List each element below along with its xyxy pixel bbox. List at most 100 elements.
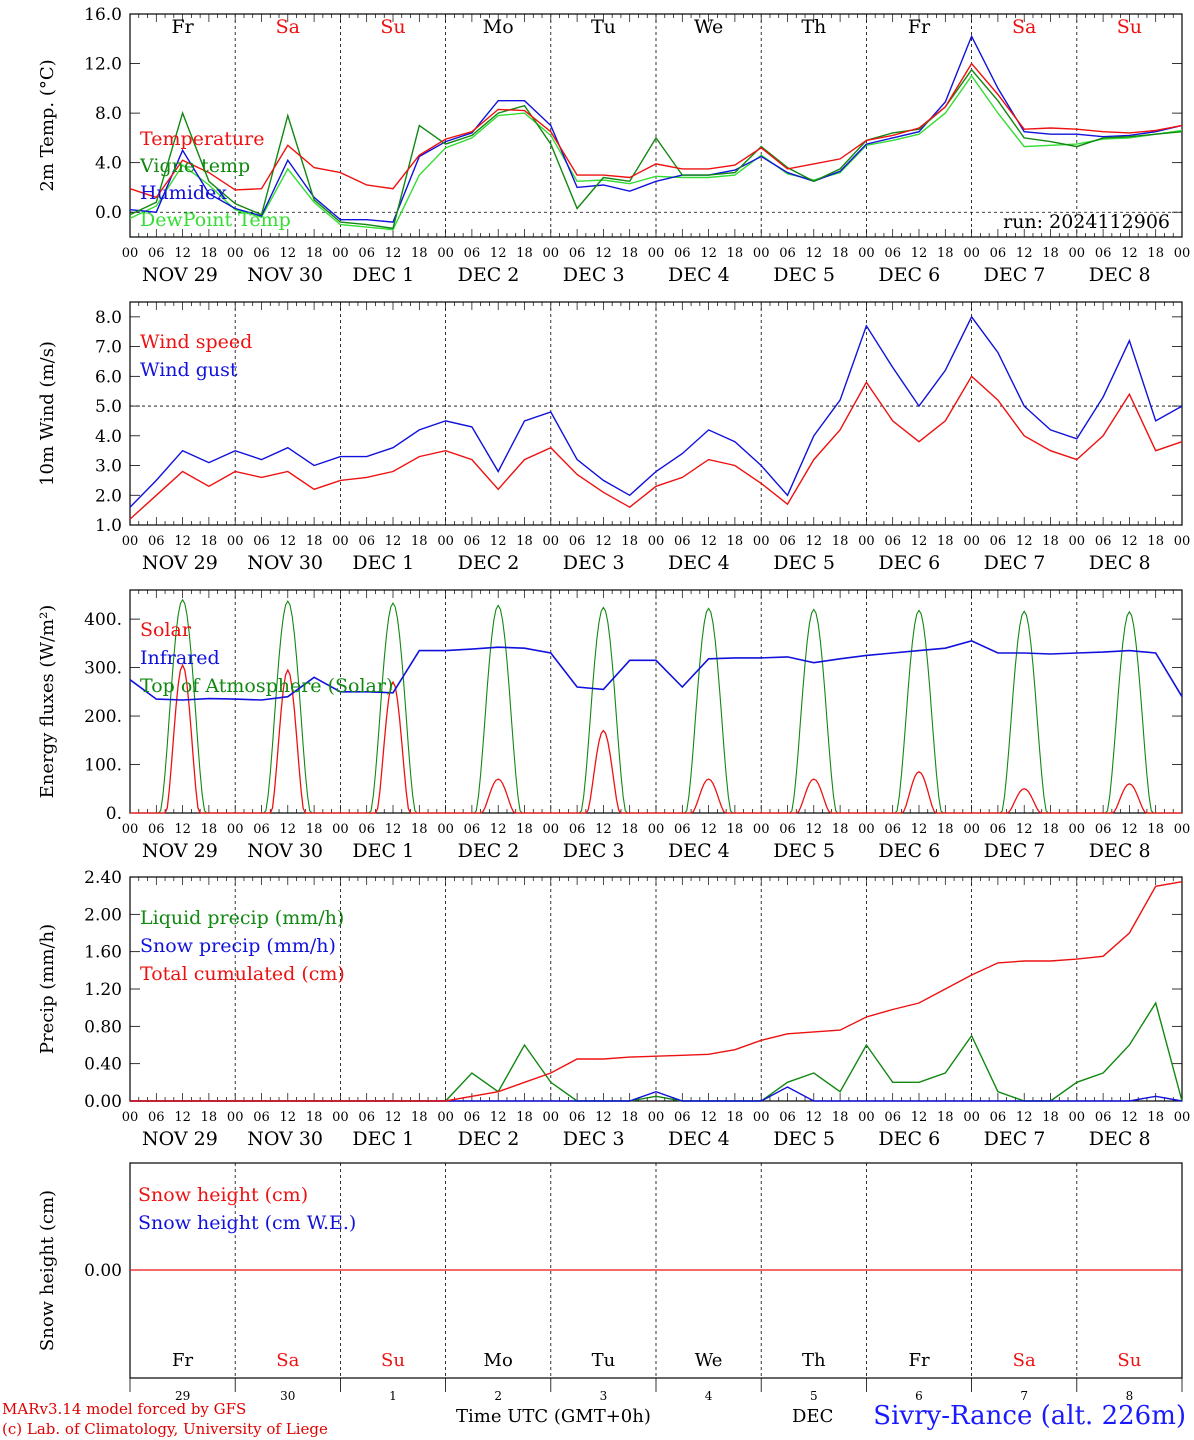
hour-tick-label: 00 [1069, 822, 1086, 837]
hour-tick-label: 18 [621, 246, 638, 261]
hour-tick-label: 12 [595, 1110, 612, 1125]
hour-tick-label: 12 [595, 822, 612, 837]
hour-tick-label: 06 [674, 1110, 691, 1125]
date-label: DEC 2 [458, 1128, 520, 1150]
y-tick-label: 0.00 [84, 1261, 122, 1281]
y-tick-label: 0.80 [84, 1017, 122, 1037]
hour-tick-label: 06 [674, 822, 691, 837]
hour-tick-label: 18 [201, 246, 218, 261]
weekday-label: We [694, 16, 723, 38]
y-tick-label: 100. [84, 756, 122, 776]
series-total-cumulated-cm- [130, 881, 1183, 1102]
hour-tick-label: 00 [543, 534, 560, 549]
weekday-label: We [695, 1350, 723, 1371]
legend-entry: Snow height (cm) [138, 1184, 308, 1206]
hour-tick-label: 06 [253, 1110, 270, 1125]
hour-tick-label: 00 [1174, 1110, 1191, 1125]
hour-tick-label: 12 [490, 534, 507, 549]
hour-tick-label: 12 [1016, 534, 1033, 549]
hour-tick-label: 18 [937, 822, 954, 837]
hour-tick-label: 06 [569, 246, 586, 261]
hour-tick-label: 18 [411, 822, 428, 837]
panel-0-frame [129, 13, 1183, 238]
hour-tick-label: 12 [490, 246, 507, 261]
date-label: DEC 5 [773, 840, 835, 862]
hour-tick-label: 12 [806, 1110, 823, 1125]
hour-tick-label: 18 [621, 534, 638, 549]
hour-tick-label: 06 [779, 246, 796, 261]
hour-tick-label: 06 [148, 534, 165, 549]
date-label: DEC 6 [878, 840, 940, 862]
hour-tick-label: 00 [753, 1110, 770, 1125]
hour-tick-label: 00 [227, 822, 244, 837]
hour-tick-label: 06 [1095, 1110, 1112, 1125]
date-label: DEC 4 [668, 552, 730, 574]
panel-2-frame [129, 589, 1183, 814]
hour-tick-label: 06 [884, 534, 901, 549]
hour-tick-label: 18 [621, 1110, 638, 1125]
date-label: DEC 1 [352, 840, 414, 862]
y-tick-label: 400. [84, 610, 122, 630]
date-label: NOV 29 [142, 840, 218, 862]
hour-tick-label: 12 [174, 1110, 191, 1125]
hour-tick-label: 18 [1042, 534, 1059, 549]
date-label: DEC 5 [773, 1128, 835, 1150]
hour-tick-label: 00 [1174, 246, 1191, 261]
date-label: NOV 29 [142, 552, 218, 574]
hour-tick-label: 12 [1121, 822, 1138, 837]
hour-tick-label: 12 [280, 534, 297, 549]
hour-tick-label: 00 [1069, 1110, 1086, 1125]
date-label: DEC 4 [668, 1128, 730, 1150]
hour-tick-label: 12 [385, 1110, 402, 1125]
hour-tick-label: 12 [174, 246, 191, 261]
hour-tick-label: 12 [1121, 246, 1138, 261]
series-temperature [129, 62, 1183, 199]
y-tick-label: 8.0 [95, 104, 122, 124]
date-label: DEC 2 [458, 840, 520, 862]
date-label: DEC 1 [352, 264, 414, 286]
hour-tick-label: 00 [437, 246, 454, 261]
y-tick-label: 5.0 [95, 397, 122, 417]
hour-tick-label: 18 [201, 822, 218, 837]
hour-tick-label: 18 [516, 246, 533, 261]
hour-tick-label: 06 [1095, 246, 1112, 261]
date-label: DEC 4 [668, 840, 730, 862]
hour-tick-label: 18 [1147, 822, 1164, 837]
hour-tick-label: 00 [332, 534, 349, 549]
hour-tick-label: 06 [884, 822, 901, 837]
hour-tick-label: 06 [674, 246, 691, 261]
legend-entry: Top of Atmosphere (Solar) [140, 675, 393, 697]
y-tick-label: 300. [84, 659, 122, 679]
hour-tick-label: 00 [963, 246, 980, 261]
hour-tick-label: 06 [464, 822, 481, 837]
hour-tick-label: 12 [1016, 822, 1033, 837]
hour-tick-label: 00 [437, 822, 454, 837]
hour-tick-label: 18 [1147, 534, 1164, 549]
day-number: 3 [600, 1389, 608, 1403]
y-tick-label: 2.0 [95, 486, 122, 506]
hour-tick-label: 12 [280, 822, 297, 837]
hour-tick-label: 06 [990, 822, 1007, 837]
hour-tick-label: 06 [990, 1110, 1007, 1125]
hour-tick-label: 06 [464, 246, 481, 261]
series-wind-gust [129, 315, 1183, 508]
weekday-label: Fr [908, 16, 931, 38]
y-tick-label: 0.40 [84, 1055, 122, 1075]
series-wind-speed [129, 375, 1183, 520]
hour-tick-label: 18 [832, 534, 849, 549]
hour-tick-label: 06 [148, 246, 165, 261]
y-tick-label: 0.00 [84, 1092, 122, 1112]
date-label: NOV 30 [247, 840, 323, 862]
y-tick-label: 2.40 [84, 868, 122, 888]
legend-entry: DewPoint Temp [140, 209, 291, 231]
hour-tick-label: 00 [963, 534, 980, 549]
hour-tick-label: 12 [280, 1110, 297, 1125]
hour-tick-label: 00 [858, 246, 875, 261]
hour-tick-label: 18 [201, 1110, 218, 1125]
hour-tick-label: 12 [174, 822, 191, 837]
hour-tick-label: 12 [490, 1110, 507, 1125]
hour-tick-label: 00 [332, 246, 349, 261]
hour-tick-label: 12 [806, 822, 823, 837]
hour-tick-label: 18 [1042, 822, 1059, 837]
day-number: 30 [280, 1389, 295, 1403]
